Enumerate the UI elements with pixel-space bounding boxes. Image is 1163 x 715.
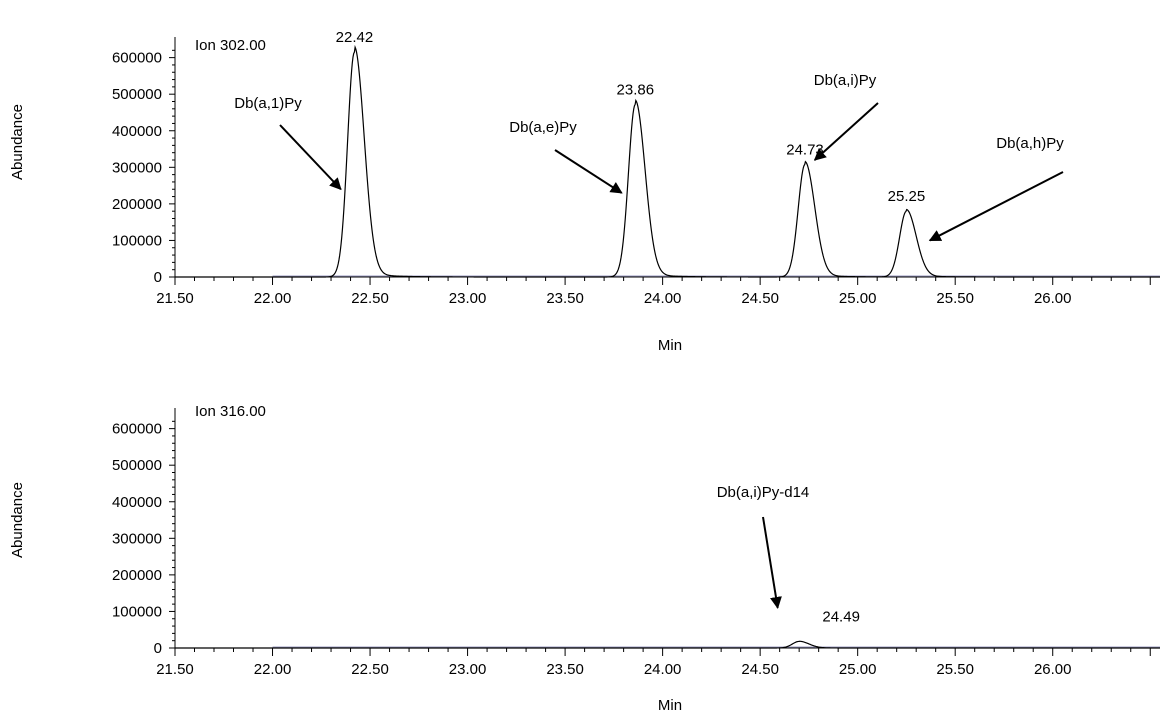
axes-layer-2: 600000 500000 400000 300000 200000 100000 0 21.… — [112, 408, 1160, 678]
y-tick-label: 300000 — [112, 530, 162, 547]
compound-label: Db(a,e)Py — [509, 119, 577, 136]
peak-label: 23.86 — [617, 81, 655, 98]
annotation-arrow — [554, 149, 623, 194]
x-tick-label: 25.50 — [936, 661, 974, 678]
panel-title: Ion 302.00 — [195, 37, 266, 54]
annotation-arrow — [928, 171, 1064, 242]
y-tick-label: 500000 — [112, 457, 162, 474]
x-tick-label: 24.00 — [644, 661, 682, 678]
x-tick-label: 26.00 — [1034, 661, 1072, 678]
y-tick-label: 200000 — [112, 196, 162, 213]
panel-title: Ion 316.00 — [195, 403, 266, 420]
chart-panel-ion-302: Abundance Ion 302.00 Min 600000 500000 400… — [9, 29, 1160, 354]
x-tick-label: 26.00 — [1034, 290, 1072, 307]
x-tick-label: 23.00 — [449, 290, 487, 307]
x-tick-label: 25.50 — [936, 290, 974, 307]
y-tick-label: 0 — [154, 269, 162, 286]
y-tick-label: 600000 — [112, 421, 162, 438]
annotation-layer-2: 24.49 Db(a,i)Py-d14 — [717, 484, 860, 625]
annotation-layer-1: 22.4223.8624.7325.25Db(a,1)PyDb(a,e)PyDb… — [234, 29, 1064, 242]
peak-label: 22.42 — [336, 29, 374, 46]
y-axis-title: Abundance — [9, 104, 26, 180]
y-tick-label: 100000 — [112, 603, 162, 620]
x-tick-label: 24.50 — [741, 661, 779, 678]
x-tick-label: 25.00 — [839, 290, 877, 307]
x-axis-title: Min — [658, 337, 682, 354]
chart-panel-ion-316: Abundance Ion 316.00 Min 600000 500000 400… — [9, 403, 1160, 714]
y-tick-label: 500000 — [112, 86, 162, 103]
compound-label: Db(a,1)Py — [234, 95, 302, 112]
x-tick-label: 25.00 — [839, 661, 877, 678]
x-tick-label: 21.50 — [156, 290, 194, 307]
chromatogram-line — [175, 640, 1160, 649]
annotation-arrow — [279, 124, 342, 191]
chromatogram-line — [175, 44, 1160, 278]
y-axis-title: Abundance — [9, 482, 26, 558]
axes-layer-1: 600000 500000 400000 300000 200000 100000 0 21.… — [112, 37, 1160, 307]
x-tick-label: 21.50 — [156, 661, 194, 678]
y-tick-label: 400000 — [112, 494, 162, 511]
y-axis-title-1: Abundance — [9, 104, 26, 180]
compound-label: Db(a,i)Py-d14 — [717, 484, 810, 501]
peak-label: 24.49 — [822, 608, 860, 625]
compound-label: Db(a,i)Py — [814, 72, 877, 89]
x-tick-label: 23.00 — [449, 661, 487, 678]
annotation-arrow — [813, 102, 879, 161]
compound-label: Db(a,h)Py — [996, 135, 1064, 152]
x-tick-label: 23.50 — [546, 661, 584, 678]
trace-layer-2 — [175, 640, 1160, 649]
x-tick-label: 24.50 — [741, 290, 779, 307]
y-tick-label: 200000 — [112, 567, 162, 584]
y-tick-label: 300000 — [112, 159, 162, 176]
x-tick-label: 22.50 — [351, 661, 389, 678]
x-tick-label: 22.00 — [254, 290, 292, 307]
y-tick-label: 0 — [154, 640, 162, 657]
y-tick-label: 100000 — [112, 232, 162, 249]
annotation-arrow — [762, 516, 782, 609]
x-axis-title: Min — [658, 697, 682, 714]
x-tick-label: 22.50 — [351, 290, 389, 307]
trace-layer-1 — [175, 44, 1160, 278]
y-tick-label: 600000 — [112, 50, 162, 67]
x-tick-label: 24.00 — [644, 290, 682, 307]
x-tick-label: 23.50 — [546, 290, 584, 307]
peak-label: 25.25 — [888, 188, 926, 205]
y-tick-label: 400000 — [112, 123, 162, 140]
x-tick-label: 22.00 — [254, 661, 292, 678]
